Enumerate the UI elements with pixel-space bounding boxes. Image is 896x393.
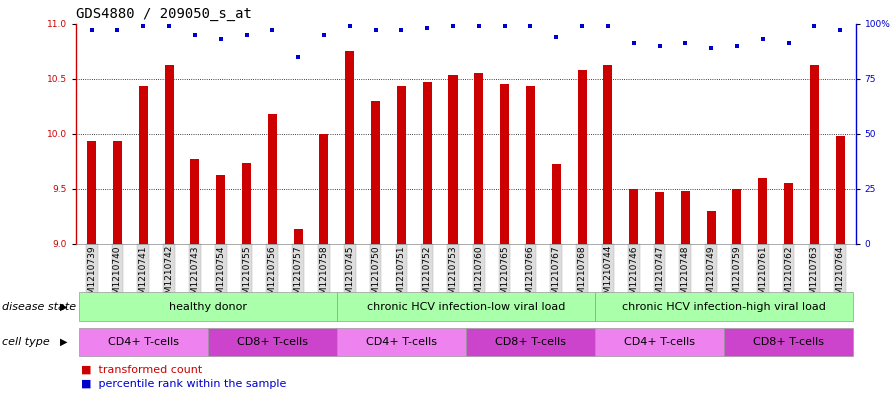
Bar	[216, 175, 225, 244]
Text: CD4+ T-cells: CD4+ T-cells	[366, 337, 437, 347]
Bar	[784, 183, 793, 244]
Bar	[578, 70, 587, 244]
Bar	[758, 178, 767, 244]
Bar	[190, 159, 200, 244]
Text: ■  percentile rank within the sample: ■ percentile rank within the sample	[81, 378, 286, 389]
Bar	[603, 65, 612, 244]
Bar	[552, 164, 561, 244]
Text: ■  transformed count: ■ transformed count	[81, 365, 202, 375]
Bar	[371, 101, 380, 244]
Bar	[337, 328, 466, 356]
Bar	[139, 86, 148, 244]
Bar	[79, 292, 337, 321]
Text: healthy donor: healthy donor	[168, 301, 246, 312]
Text: chronic HCV infection-low viral load: chronic HCV infection-low viral load	[366, 301, 565, 312]
Text: CD4+ T-cells: CD4+ T-cells	[108, 337, 179, 347]
Bar	[629, 189, 638, 244]
Bar	[595, 292, 853, 321]
Text: ▶: ▶	[60, 337, 67, 347]
Bar	[423, 82, 432, 244]
Bar	[655, 192, 664, 244]
Bar	[113, 141, 122, 244]
Bar	[397, 86, 406, 244]
Bar	[320, 134, 329, 244]
Bar	[474, 73, 483, 244]
Bar	[836, 136, 845, 244]
Bar	[466, 328, 595, 356]
Bar	[526, 86, 535, 244]
Bar	[681, 191, 690, 244]
Text: CD8+ T-cells: CD8+ T-cells	[495, 337, 566, 347]
Bar	[732, 189, 742, 244]
Bar	[87, 141, 96, 244]
Bar	[165, 65, 174, 244]
Bar	[500, 84, 509, 244]
Bar	[449, 75, 458, 244]
Bar	[208, 328, 337, 356]
Bar	[337, 292, 595, 321]
Bar	[724, 328, 853, 356]
Text: ▶: ▶	[60, 301, 67, 312]
Text: CD8+ T-cells: CD8+ T-cells	[237, 337, 308, 347]
Text: CD8+ T-cells: CD8+ T-cells	[753, 337, 824, 347]
Bar	[345, 51, 354, 244]
Text: cell type: cell type	[2, 337, 49, 347]
Text: CD4+ T-cells: CD4+ T-cells	[624, 337, 695, 347]
Bar	[268, 114, 277, 244]
Bar	[242, 163, 251, 244]
Text: GDS4880 / 209050_s_at: GDS4880 / 209050_s_at	[76, 7, 252, 21]
Bar	[79, 328, 208, 356]
Bar	[595, 328, 724, 356]
Bar	[707, 211, 716, 244]
Bar	[294, 230, 303, 244]
Text: chronic HCV infection-high viral load: chronic HCV infection-high viral load	[622, 301, 826, 312]
Text: disease state: disease state	[2, 301, 76, 312]
Bar	[810, 65, 819, 244]
